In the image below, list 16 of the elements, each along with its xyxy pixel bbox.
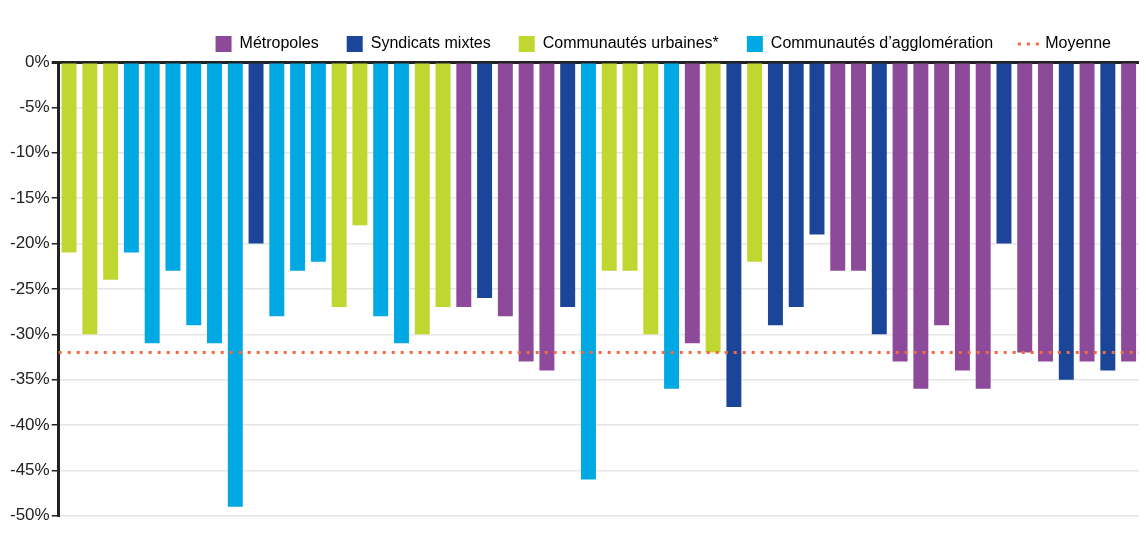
y-tick-label: -45% xyxy=(10,460,50,480)
y-tick-label: -15% xyxy=(10,187,50,207)
y-tick-label: -30% xyxy=(10,323,50,343)
y-tick-label: -25% xyxy=(10,278,50,298)
legend-label: Moyenne xyxy=(1045,34,1112,52)
y-tick-label: -10% xyxy=(10,142,50,162)
legend-label: Communautés urbaines* xyxy=(542,34,719,52)
y-tick-label: -40% xyxy=(10,414,50,434)
y-tick-label: 0% xyxy=(25,51,50,71)
legend-label: Syndicats mixtes xyxy=(370,34,491,52)
y-tick-label: -35% xyxy=(10,369,50,389)
legend-label: Communautés d’agglomération xyxy=(770,34,994,52)
y-tick-label: -5% xyxy=(19,97,50,117)
legend-label: Métropoles xyxy=(239,34,319,52)
y-tick-label: -20% xyxy=(10,233,50,253)
y-tick-label: -50% xyxy=(10,505,50,525)
